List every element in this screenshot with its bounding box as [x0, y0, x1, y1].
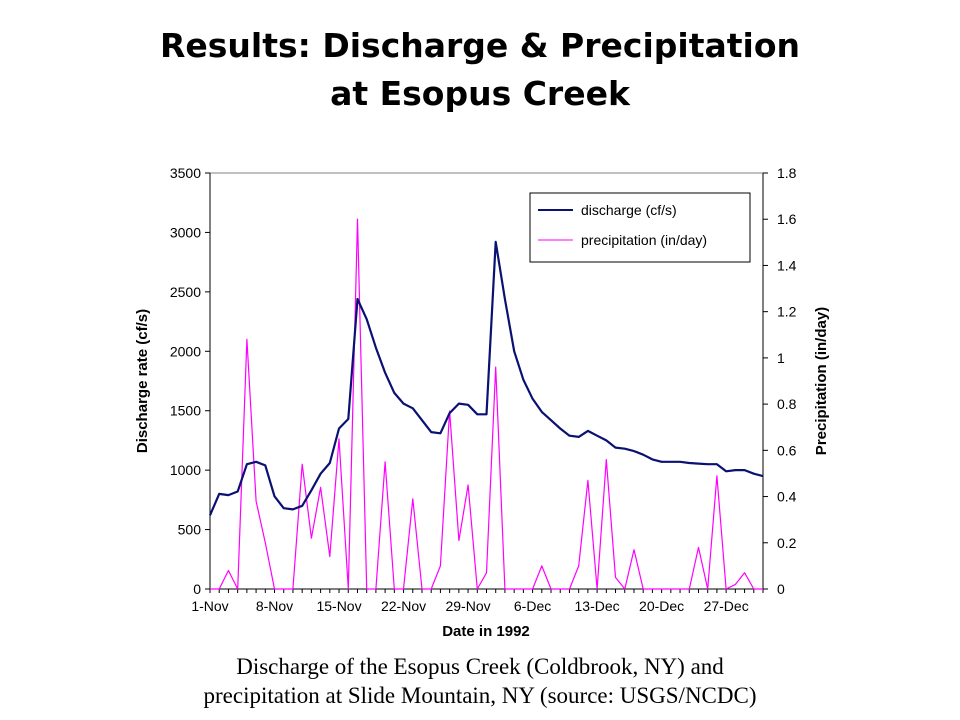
series-line-discharge [208, 240, 764, 516]
y-left-tick-label-7: 3500 [170, 165, 201, 181]
slide-title: Results: Discharge & Precipitation at Es… [0, 22, 960, 118]
x-tick-label-1: 8-Nov [256, 598, 293, 614]
y-right-tick-label-7: 1.4 [777, 257, 797, 273]
legend-box [529, 192, 751, 263]
y-axis-right-title: Precipitation (in/day) [813, 307, 830, 455]
y-right-tick-label-1: 0.2 [777, 535, 797, 551]
y-left-tick-label-4: 2000 [170, 343, 201, 359]
series-layer [208, 218, 764, 590]
y-right-tick-label-6: 1.2 [777, 304, 797, 320]
y-left-tick-label-2: 1000 [170, 462, 201, 478]
y-left-tick-label-0: 0 [193, 581, 201, 597]
y-left-tick-label-3: 1500 [170, 403, 201, 419]
y-right-tick-label-2: 0.4 [777, 489, 797, 505]
x-tick-label-6: 13-Dec [575, 598, 620, 614]
y-left-tick-label-1: 500 [178, 522, 202, 538]
x-axis-title: Date in 1992 [442, 623, 530, 640]
legend-label-discharge: discharge (cf/s) [581, 202, 677, 218]
x-tick-label-5: 6-Dec [514, 598, 551, 614]
slide-title-line-2: at Esopus Creek [330, 74, 630, 113]
x-tick-label-4: 29-Nov [445, 598, 490, 614]
y-right-tick-label-3: 0.6 [777, 442, 797, 458]
y-left-tick-label-6: 3000 [170, 224, 201, 240]
y-axis-right: 0 0.2 0.4 0.6 0.8 1 1.2 1.4 1.6 1.8 [762, 165, 797, 597]
y-right-tick-label-4: 0.8 [777, 396, 797, 412]
x-tick-label-2: 15-Nov [316, 598, 361, 614]
caption-line-1: Discharge of the Esopus Creek (Coldbrook… [236, 654, 724, 679]
y-axis-left: 0 500 1000 1500 2000 2500 3000 3500 [170, 165, 211, 597]
y-right-tick-label-8: 1.6 [777, 211, 797, 227]
x-axis: 1-Nov 8-Nov 15-Nov 22-Nov 29-Nov 6-Dec 13-Dec 2… [191, 588, 764, 614]
y-right-tick-label-0: 0 [777, 581, 785, 597]
y-left-tick-label-5: 2500 [170, 284, 201, 300]
y-right-tick-label-9: 1.8 [777, 165, 797, 181]
x-tick-label-7: 20-Dec [639, 598, 684, 614]
x-tick-label-0: 1-Nov [191, 598, 228, 614]
slide-title-line-1: Results: Discharge & Precipitation [160, 26, 800, 65]
figure-caption: Discharge of the Esopus Creek (Coldbrook… [0, 652, 960, 710]
caption-line-2: precipitation at Slide Mountain, NY (sou… [203, 683, 757, 708]
series-line-precipitation [210, 218, 763, 590]
x-tick-label-8: 27-Dec [704, 598, 749, 614]
legend-label-precipitation: precipitation (in/day) [581, 232, 707, 248]
y-axis-left-title: Discharge rate (cf/s) [134, 309, 151, 453]
legend: discharge (cf/s) precipitation (in/day) [529, 192, 751, 263]
y-right-tick-label-5: 1 [777, 350, 785, 366]
x-tick-label-3: 22-Nov [381, 598, 426, 614]
